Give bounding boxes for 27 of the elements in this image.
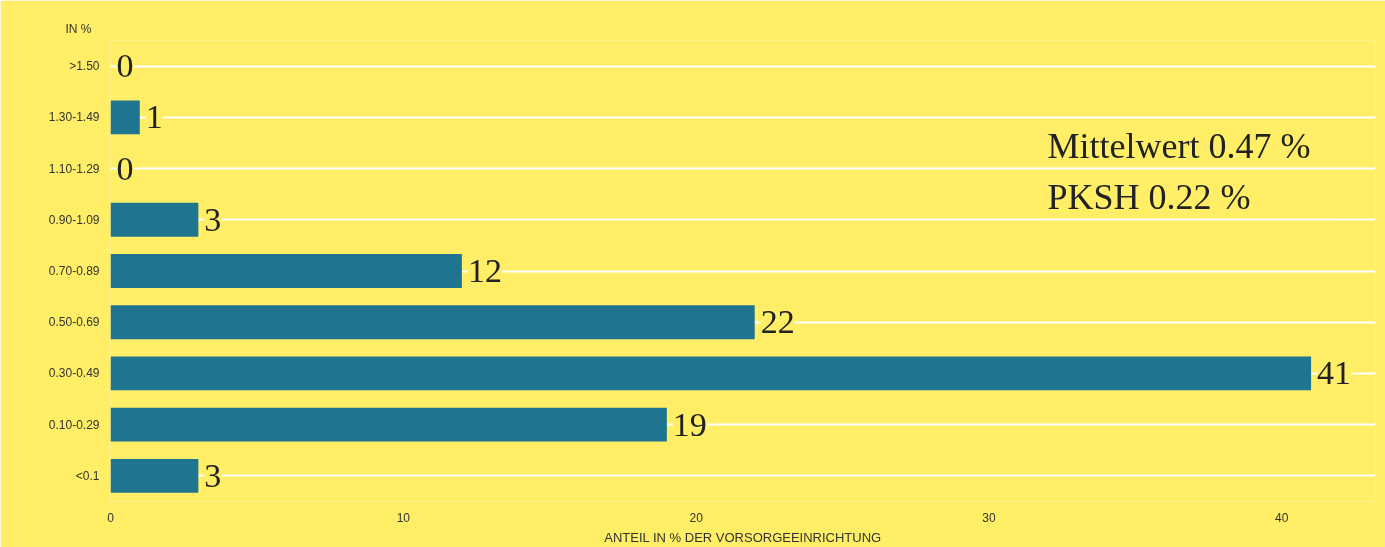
x-axis-title: ANTEIL IN % DER VORSORGEEINRICHTUNG [604, 529, 882, 545]
y-tick-label: 0.30-0.49 [48, 366, 100, 381]
data-label: 0 [116, 149, 134, 187]
x-tick-label: 20 [689, 510, 704, 525]
x-tick-label: 40 [1275, 510, 1289, 525]
data-label: 3 [204, 456, 222, 494]
y-axis-title: IN % [65, 21, 92, 36]
x-tick-label: 0 [107, 510, 115, 525]
y-tick-label: 0.50-0.69 [48, 315, 100, 330]
annotation: PKSH 0.22 % [1047, 176, 1251, 217]
data-label: 22 [760, 303, 795, 341]
annotation: Mittelwert 0.47 % [1047, 125, 1311, 166]
y-tick-label: 1.10-1.29 [48, 161, 100, 176]
y-tick-label: 0.70-0.89 [48, 264, 100, 278]
x-tick-label: 30 [982, 510, 996, 525]
data-label: 12 [467, 252, 502, 289]
data-label: 0 [116, 47, 134, 85]
data-label: 41 [1317, 354, 1352, 392]
y-tick-label: 0.10-0.29 [48, 417, 100, 432]
y-tick-label: 1.30-1.49 [48, 110, 100, 125]
data-label: 3 [204, 200, 222, 238]
data-label: 19 [672, 405, 707, 443]
y-tick-label: 0.90-1.09 [48, 212, 100, 227]
y-tick-label: >1.50 [69, 59, 100, 74]
y-tick-label: <0.1 [75, 468, 100, 483]
x-tick-label: 10 [396, 510, 411, 525]
data-label: 1 [145, 98, 163, 136]
